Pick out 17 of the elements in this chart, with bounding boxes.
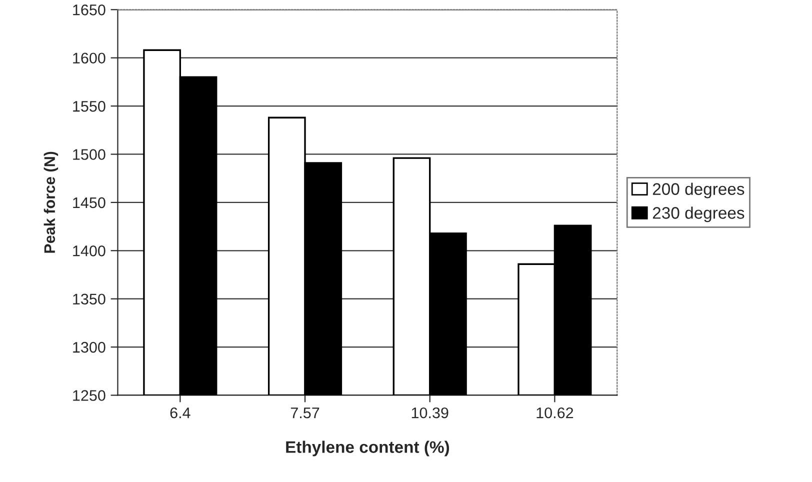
y-tick-label: 1600 [73,52,106,64]
x-axis-title: Ethylene content (%) [286,440,450,456]
legend-label: 230 degrees [652,206,744,222]
y-tick-label: 1300 [73,342,106,353]
y-tick-label: 1350 [73,294,106,305]
y-tick-label: 1550 [73,100,106,112]
y-tick-label: 1650 [73,4,106,16]
x-tick-label: 10.39 [412,407,448,418]
y-tick-label: 1450 [73,197,106,208]
y-tick-label: 1250 [73,390,106,401]
y-axis-title: Peak force (N) [44,152,58,253]
x-tick-label: 6.4 [170,407,190,418]
y-tick-label: 1500 [73,149,106,160]
x-tick-label: 10.62 [536,407,574,418]
x-tick-label: 7.57 [290,408,320,418]
legend-label: 200 degrees [652,182,744,198]
y-tick-label: 1400 [73,246,106,256]
